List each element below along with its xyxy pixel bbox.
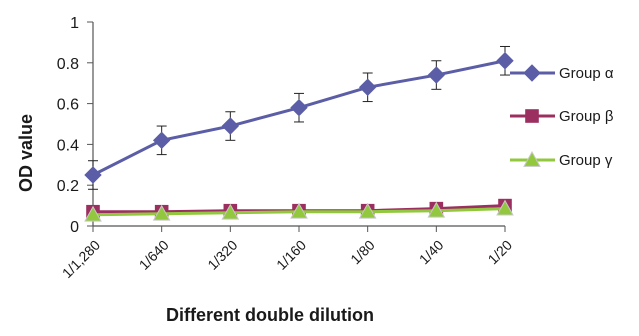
series-layer bbox=[84, 45, 514, 222]
legend-label: Group γ bbox=[559, 152, 613, 169]
x-axis-title: Different double dilution bbox=[166, 305, 374, 325]
series-1 bbox=[84, 45, 514, 190]
legend-label: Group β bbox=[559, 108, 614, 125]
data-point-triangle bbox=[427, 201, 446, 218]
x-tick-label: 1/40 bbox=[416, 237, 447, 268]
x-tick-label: 1/320 bbox=[204, 237, 240, 273]
data-point-diamond bbox=[523, 64, 541, 82]
y-tick-label: 0.4 bbox=[57, 137, 79, 154]
y-tick-label: 0.6 bbox=[57, 97, 79, 114]
x-tick-label: 1/20 bbox=[485, 237, 516, 268]
x-tick-label: 1/160 bbox=[273, 237, 309, 273]
y-tick-label: 0 bbox=[70, 219, 79, 236]
data-point-diamond bbox=[358, 78, 377, 96]
y-tick-label: 0.2 bbox=[57, 178, 79, 195]
data-point-triangle bbox=[496, 199, 514, 216]
x-tick-label: 1/640 bbox=[136, 237, 172, 273]
y-tick-label: 1 bbox=[70, 15, 79, 32]
data-point-triangle bbox=[221, 203, 240, 220]
data-point-triangle bbox=[152, 204, 171, 221]
data-point-triangle bbox=[523, 150, 541, 167]
x-tick-label: 1/80 bbox=[347, 237, 378, 268]
axes bbox=[87, 21, 506, 232]
legend-item-1: Group α bbox=[510, 64, 614, 82]
x-tick-label: 1/1,280 bbox=[59, 237, 103, 281]
data-point-diamond bbox=[427, 66, 446, 84]
legend-item-2: Group β bbox=[510, 108, 614, 125]
legend-label: Group α bbox=[559, 65, 614, 82]
data-point-triangle bbox=[290, 202, 308, 219]
legend-item-3: Group γ bbox=[510, 150, 613, 169]
data-point-diamond bbox=[84, 166, 102, 184]
data-point-diamond bbox=[290, 98, 308, 117]
data-point-square bbox=[525, 109, 539, 123]
data-point-diamond bbox=[496, 52, 514, 70]
data-point-triangle bbox=[358, 202, 377, 219]
legend: Group α Group β Group γ bbox=[510, 64, 614, 169]
y-axis-title: OD value bbox=[16, 114, 36, 192]
y-tick-label: 0.8 bbox=[57, 56, 79, 73]
tick-labels: 0 0.2 0.4 0.6 0.8 1 1/1,280 1/640 1/320 1/160 1/80… bbox=[57, 15, 516, 281]
series-3 bbox=[84, 199, 514, 222]
data-point-diamond bbox=[152, 131, 171, 150]
data-point-triangle bbox=[84, 205, 102, 222]
data-point-diamond bbox=[221, 117, 240, 135]
